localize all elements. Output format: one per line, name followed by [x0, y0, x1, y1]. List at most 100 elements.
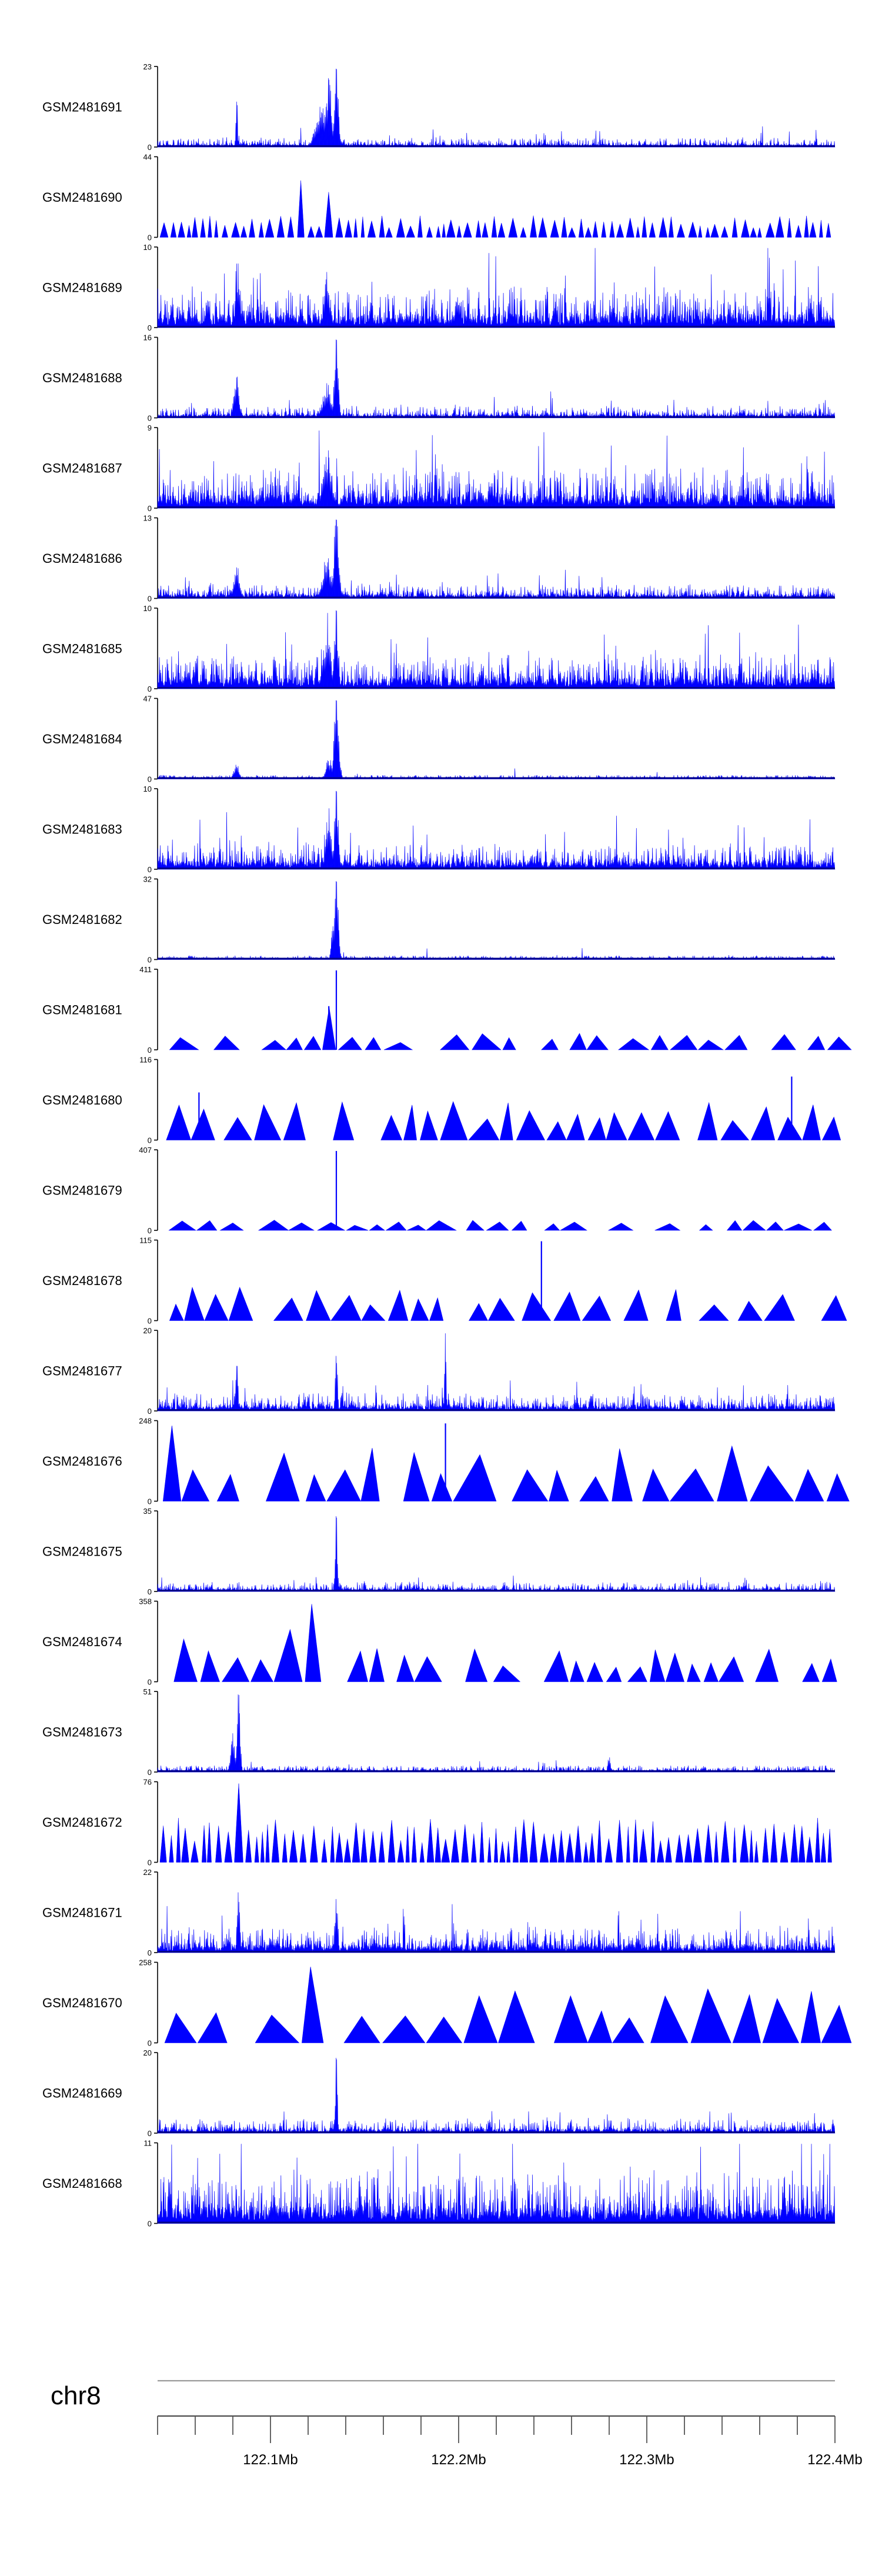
track-y-min-label: 0 — [148, 504, 152, 513]
track-baseline-band — [158, 1409, 835, 1411]
track-y-max-label: 76 — [143, 1778, 152, 1787]
track-signal-area — [166, 1101, 841, 1140]
track-signal-area — [162, 1425, 850, 1501]
track-label: GSM2481688 — [42, 371, 122, 385]
track-y-min-label: 0 — [148, 865, 152, 874]
track-label: GSM2481681 — [42, 1003, 122, 1017]
track-label: GSM2481686 — [42, 551, 122, 566]
track-GSM2481668: GSM2481668 11 0 — [42, 2139, 836, 2228]
track-baseline-band — [158, 326, 835, 328]
track-baseline-band — [158, 2221, 835, 2224]
track-GSM2481673: GSM2481673 51 0 — [42, 1687, 836, 1777]
track-label: GSM2481678 — [42, 1273, 122, 1288]
track-baseline-band — [158, 1770, 835, 1772]
track-label: GSM2481690 — [42, 190, 122, 205]
track-label: GSM2481691 — [42, 100, 122, 115]
track-y-max-label: 32 — [143, 875, 152, 884]
track-baseline-band — [158, 1590, 835, 1591]
track-GSM2481671: GSM2481671 22 0 — [42, 1868, 836, 1957]
track-label: GSM2481687 — [42, 461, 122, 476]
track-y-min-label: 0 — [148, 1497, 152, 1506]
track-y-min-label: 0 — [148, 323, 152, 332]
track-GSM2481691: GSM2481691 23 0 — [42, 62, 836, 152]
track-y-min-label: 0 — [148, 414, 152, 423]
track-GSM2481674: GSM2481674 358 0 — [42, 1597, 837, 1687]
track-y-max-label: 258 — [139, 1958, 152, 1967]
track-y-min-label: 0 — [148, 1678, 152, 1687]
track-signal-area — [157, 430, 836, 509]
track-y-min-label: 0 — [148, 1317, 152, 1326]
track-y-max-label: 13 — [143, 514, 152, 523]
track-signal-area — [159, 1783, 832, 1863]
track-signal-area — [157, 1892, 836, 1953]
genome-axis-ticks: 122.1Mb 122.2Mb 122.3Mb 122.4Mb — [157, 2416, 863, 2468]
track-signal-area — [169, 1007, 852, 1050]
track-signal-area — [157, 519, 836, 599]
track-label: GSM2481682 — [42, 912, 122, 927]
track-y-max-label: 10 — [143, 243, 152, 252]
track-GSM2481678: GSM2481678 115 0 — [42, 1236, 847, 1326]
track-baseline-band — [158, 957, 835, 960]
track-signal-area — [157, 2144, 836, 2224]
track-label: GSM2481685 — [42, 642, 122, 656]
track-y-max-label: 116 — [139, 1056, 152, 1065]
track-signal-area — [157, 700, 836, 779]
track-y-max-label: 411 — [139, 965, 152, 974]
track-GSM2481682: GSM2481682 32 0 — [42, 875, 836, 965]
track-signal-area — [157, 339, 836, 418]
track-y-max-label: 20 — [143, 1326, 152, 1335]
track-y-min-label: 0 — [148, 1136, 152, 1145]
track-y-min-label: 0 — [148, 1587, 152, 1596]
track-y-max-label: 358 — [139, 1597, 152, 1606]
track-baseline-band — [158, 506, 835, 508]
track-y-max-label: 115 — [139, 1236, 152, 1245]
track-GSM2481685: GSM2481685 10 0 — [42, 604, 836, 693]
track-y-min-label: 0 — [148, 143, 152, 152]
track-GSM2481687: GSM2481687 9 0 — [42, 423, 836, 513]
track-label: GSM2481669 — [42, 2086, 122, 2101]
track-y-max-label: 44 — [143, 153, 152, 162]
track-y-max-label: 47 — [143, 695, 152, 703]
track-signal-area — [173, 1604, 837, 1682]
track-GSM2481686: GSM2481686 13 0 — [42, 514, 836, 603]
track-y-min-label: 0 — [148, 956, 152, 965]
track-y-max-label: 16 — [143, 333, 152, 342]
track-y-min-label: 0 — [148, 1407, 152, 1416]
track-GSM2481684: GSM2481684 47 0 — [42, 695, 836, 784]
track-y-max-label: 51 — [143, 1687, 152, 1696]
track-y-max-label: 10 — [143, 604, 152, 613]
axis-tick-label: 122.2Mb — [431, 2452, 486, 2468]
track-y-max-label: 11 — [144, 2139, 152, 2148]
track-label: GSM2481671 — [42, 1906, 122, 1920]
track-label: GSM2481684 — [42, 732, 122, 746]
track-y-min-label: 0 — [148, 775, 152, 784]
track-y-max-label: 35 — [143, 1507, 152, 1516]
track-y-max-label: 407 — [139, 1146, 152, 1154]
track-GSM2481681: GSM2481681 411 0 — [42, 965, 852, 1055]
track-signal-area — [157, 68, 836, 148]
track-GSM2481669: GSM2481669 20 0 — [42, 2048, 836, 2138]
track-GSM2481689: GSM2481689 10 0 — [42, 243, 836, 332]
track-y-max-label: 23 — [143, 62, 152, 71]
track-baseline-band — [158, 1951, 835, 1953]
track-baseline-band — [158, 145, 835, 147]
track-signal-area — [169, 1286, 847, 1321]
chromosome-label: chr8 — [51, 2381, 101, 2410]
track-signal-area — [157, 610, 836, 689]
axis-tick-label: 122.4Mb — [807, 2452, 862, 2468]
track-GSM2481670: GSM2481670 258 0 — [42, 1958, 852, 2048]
track-signal-area — [157, 248, 836, 328]
track-y-max-label: 10 — [143, 785, 152, 793]
track-baseline-band — [158, 687, 835, 689]
track-label: GSM2481679 — [42, 1183, 122, 1198]
track-GSM2481672: GSM2481672 76 0 — [42, 1778, 832, 1867]
track-signal-area — [157, 790, 836, 870]
track-y-min-label: 0 — [148, 2129, 152, 2138]
axis-tick-label: 122.1Mb — [243, 2452, 298, 2468]
track-label: GSM2481673 — [42, 1725, 122, 1740]
track-GSM2481690: GSM2481690 44 0 — [42, 153, 831, 242]
track-signal-area — [157, 1333, 836, 1412]
signal-tracks: GSM2481691230GSM2481690440GSM2481689100G… — [42, 62, 852, 2228]
track-GSM2481677: GSM2481677 20 0 — [42, 1326, 836, 1416]
